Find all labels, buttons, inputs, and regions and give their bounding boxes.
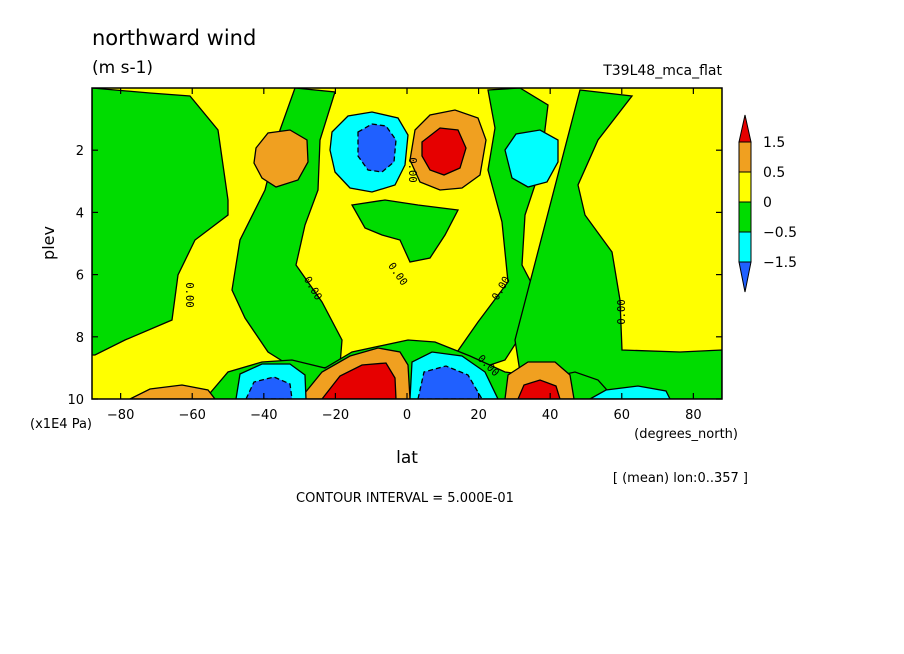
y-axis-label: plev <box>39 226 58 260</box>
region-red-right-lower <box>517 379 561 399</box>
colorbar-cell <box>738 261 752 293</box>
y-units-label: (x1E4 Pa) <box>30 417 92 432</box>
region-orange-left-upper <box>253 129 309 188</box>
colorbar-cell <box>738 114 752 143</box>
x-axis-label: lat <box>396 448 418 468</box>
x-tick-label: 80 <box>685 408 702 423</box>
y-tick-label: 8 <box>76 331 84 346</box>
region-cyan-right-upper <box>504 129 559 188</box>
colorbar-cell <box>738 141 752 173</box>
region-red-upper <box>421 127 467 176</box>
colorbar-cell <box>738 231 752 263</box>
colorbar-cell <box>738 201 752 233</box>
mean-note: [ (mean) lon:0..357 ] <box>613 471 748 486</box>
x-tick-label: −80 <box>107 408 134 423</box>
region-orange-left-bottom <box>129 384 216 399</box>
dataset-label: T39L48_mca_flat <box>602 63 722 79</box>
x-tick-label: −20 <box>322 408 349 423</box>
x-tick-label: 40 <box>542 408 559 423</box>
region-blue-upper <box>357 123 397 173</box>
region-cyan-right-bottom <box>588 385 671 399</box>
colorbar: 1.5 0.5 0 −0.5 −1.5 <box>738 114 797 293</box>
colorbar-label: 0.5 <box>763 165 785 181</box>
y-tick-label: 10 <box>67 393 84 408</box>
colorbar-label: 1.5 <box>763 135 785 151</box>
contour-label: 0.00 <box>616 299 628 324</box>
y-axis: 2 4 6 8 10 <box>67 144 722 408</box>
colorbar-label: −1.5 <box>763 255 797 271</box>
region-red-lower <box>321 362 397 399</box>
contour-label: 0.00 <box>406 157 418 182</box>
y-tick-label: 4 <box>76 206 84 221</box>
x-units-label: (degrees_north) <box>634 427 738 442</box>
y-tick-label: 6 <box>76 269 84 284</box>
y-tick-label: 2 <box>76 144 84 159</box>
colorbar-label: 0 <box>763 195 772 211</box>
region-green-left <box>92 88 229 356</box>
colorbar-label: −0.5 <box>763 225 797 241</box>
x-axis: −80 −60 −40 −20 0 20 40 60 80 <box>107 88 702 423</box>
x-tick-label: 60 <box>613 408 630 423</box>
chart-title: northward wind <box>92 26 256 50</box>
contour-interval-label: CONTOUR INTERVAL = 5.000E-01 <box>296 491 514 506</box>
region-blue-lower <box>417 365 483 399</box>
contour-label: 0.00 <box>183 282 195 307</box>
colorbar-cell <box>738 171 752 203</box>
x-tick-label: −60 <box>179 408 206 423</box>
chart-units: (m s-1) <box>92 58 153 78</box>
region-green-center <box>350 199 460 263</box>
contour-field: 0.00 0.00 0.00 0.00 0.00 0.00 0.00 <box>92 88 722 399</box>
x-tick-label: 0 <box>403 408 411 423</box>
region-blue-left-lower <box>245 376 293 399</box>
x-tick-label: 20 <box>470 408 487 423</box>
x-tick-label: −40 <box>250 408 277 423</box>
